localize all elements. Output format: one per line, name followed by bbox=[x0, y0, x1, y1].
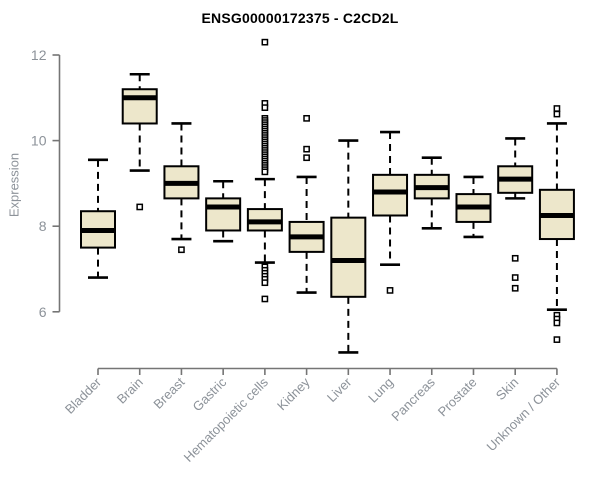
outlier-point-unknown-other bbox=[553, 110, 561, 118]
x-tick-label-bladder: Bladder bbox=[62, 374, 105, 417]
y-tick-label: 10 bbox=[31, 133, 47, 149]
outlier-point-brain bbox=[136, 203, 144, 211]
x-tick-label-brain: Brain bbox=[114, 375, 146, 407]
outlier-point-kidney bbox=[303, 154, 310, 162]
x-tick-label-prostate: Prostate bbox=[435, 375, 480, 420]
box-brain bbox=[121, 88, 158, 125]
outlier-point-skin bbox=[511, 284, 519, 292]
x-tick-label-kidney: Kidney bbox=[274, 374, 313, 413]
x-tick-label-liver: Liver bbox=[324, 374, 355, 405]
outlier-point-hematopoietic-cells bbox=[261, 104, 269, 111]
box-liver bbox=[330, 216, 367, 298]
box-gastric bbox=[205, 197, 242, 232]
x-tick-label-unknown-other: Unknown / Other bbox=[483, 374, 563, 454]
x-tick-label-pancreas: Pancreas bbox=[388, 374, 438, 424]
x-tick-label-breast: Breast bbox=[150, 374, 187, 411]
outlier-point-hematopoietic-cells bbox=[261, 38, 269, 46]
y-tick-label: 6 bbox=[39, 304, 47, 320]
outlier-point-kidney bbox=[303, 145, 310, 153]
outlier-point-skin bbox=[511, 254, 519, 262]
x-tick-label-skin: Skin bbox=[493, 375, 521, 403]
x-tick-label-lung: Lung bbox=[365, 375, 396, 406]
y-tick-label: 8 bbox=[39, 218, 47, 234]
outlier-point-hematopoietic-cells bbox=[261, 279, 269, 287]
outlier-point-unknown-other bbox=[553, 319, 561, 327]
chart-title: ENSG00000172375 - C2CD2L bbox=[201, 10, 399, 26]
outlier-point-unknown-other bbox=[553, 336, 561, 343]
outlier-point-kidney bbox=[303, 114, 310, 122]
outlier-point-hematopoietic-cells bbox=[261, 295, 269, 303]
outlier-point-unknown-other bbox=[553, 105, 561, 112]
x-tick-label-gastric: Gastric bbox=[190, 374, 230, 414]
y-tick-label: 12 bbox=[31, 47, 47, 63]
outlier-point-breast bbox=[178, 246, 185, 254]
outlier-point-lung bbox=[386, 287, 394, 294]
box-lung bbox=[372, 173, 409, 217]
outlier-point-skin bbox=[511, 274, 519, 281]
outlier-point-hematopoietic-cells bbox=[261, 168, 269, 176]
